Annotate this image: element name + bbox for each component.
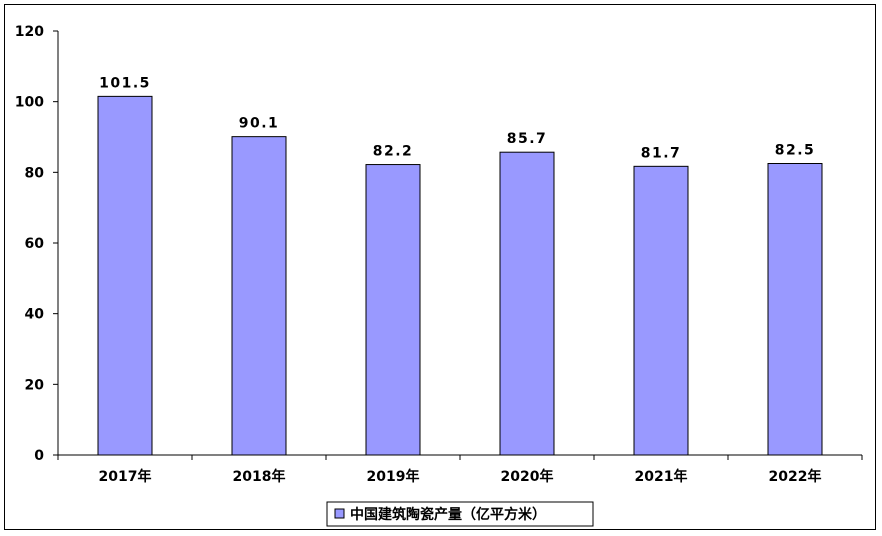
y-tick-label: 120: [15, 24, 44, 40]
legend: 中国建筑陶瓷产量（亿平方米）: [326, 501, 594, 527]
bar: [365, 164, 421, 456]
data-label: 81.7: [641, 145, 682, 161]
axes: 0 20 40 60 80 100 120 2017年 2018年 2019年 2020年 2021年…: [15, 24, 863, 485]
data-label: 85.7: [507, 131, 548, 147]
x-category-label: 2022年: [769, 468, 822, 485]
x-category-label: 2017年: [99, 468, 152, 485]
y-tick-label: 20: [25, 377, 45, 393]
legend-swatch: [334, 508, 345, 519]
x-category-label: 2020年: [501, 468, 554, 485]
x-category-label: 2018年: [233, 468, 286, 485]
legend-box: [326, 501, 594, 527]
y-tick-label: 60: [25, 236, 45, 252]
bar: [767, 163, 823, 456]
bar: [499, 151, 555, 456]
y-tick-label: 80: [25, 165, 45, 181]
y-tick-label: 40: [25, 307, 45, 323]
y-tick-label: 0: [34, 448, 44, 464]
bars: 101.5 90.1 82.2 85.7 81.7 82.5: [97, 75, 823, 456]
x-category-label: 2019年: [367, 468, 420, 485]
legend-label: 中国建筑陶瓷产量（亿平方米）: [350, 506, 546, 523]
data-label: 90.1: [239, 116, 280, 132]
data-label: 82.5: [775, 143, 816, 159]
data-label: 82.2: [373, 144, 414, 160]
bar: [97, 95, 153, 456]
bar: [231, 136, 287, 456]
data-label: 101.5: [99, 75, 151, 91]
y-tick-label: 100: [15, 95, 44, 111]
bar: [633, 165, 689, 456]
x-category-label: 2021年: [635, 468, 688, 485]
